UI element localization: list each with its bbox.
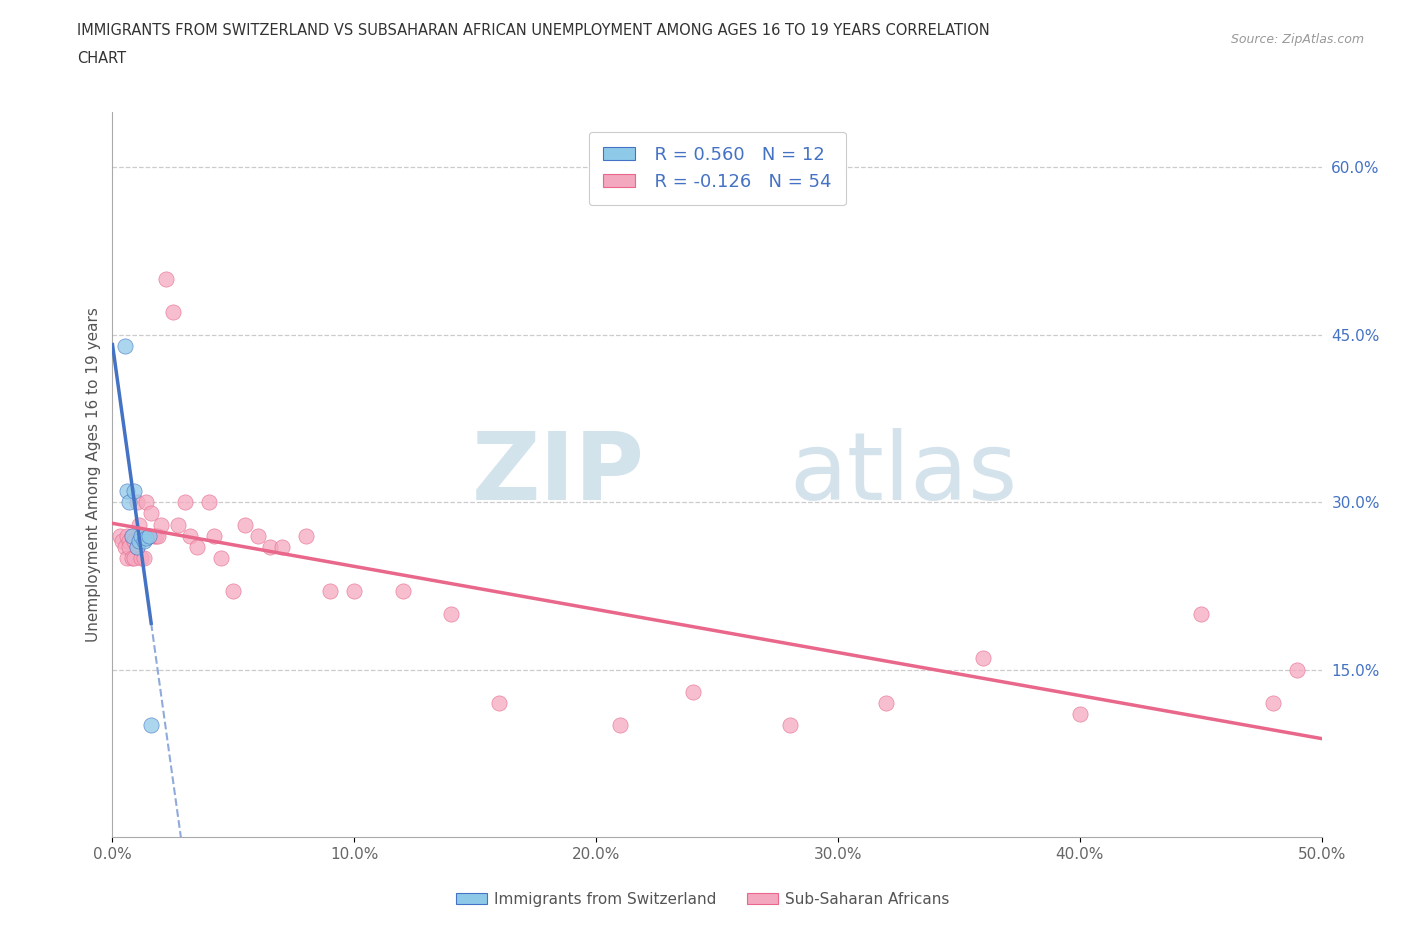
- Point: [135, 495, 157, 510]
- Point: [319, 584, 342, 599]
- Point: [131, 528, 153, 543]
- Legend:   R = 0.560   N = 12,   R = -0.126   N = 54: R = 0.560 N = 12, R = -0.126 N = 54: [589, 131, 845, 206]
- Point: [121, 551, 143, 565]
- Point: [222, 584, 245, 599]
- Point: [1189, 606, 1212, 621]
- Point: [155, 272, 177, 286]
- Point: [162, 305, 184, 320]
- Point: [128, 517, 150, 532]
- Point: [202, 528, 225, 543]
- Point: [259, 539, 281, 554]
- Point: [166, 517, 188, 532]
- Point: [118, 534, 141, 549]
- Point: [115, 551, 138, 565]
- Point: [125, 539, 148, 554]
- Point: [198, 495, 221, 510]
- Point: [295, 528, 318, 543]
- Point: [118, 539, 141, 554]
- Point: [138, 528, 160, 543]
- Text: atlas: atlas: [790, 429, 1018, 520]
- Point: [875, 696, 897, 711]
- Point: [440, 606, 463, 621]
- Point: [132, 528, 155, 543]
- Point: [141, 506, 163, 521]
- Point: [141, 718, 163, 733]
- Point: [142, 528, 165, 543]
- Point: [115, 484, 138, 498]
- Point: [488, 696, 510, 711]
- Text: IMMIGRANTS FROM SWITZERLAND VS SUBSAHARAN AFRICAN UNEMPLOYMENT AMONG AGES 16 TO : IMMIGRANTS FROM SWITZERLAND VS SUBSAHARA…: [77, 23, 990, 38]
- Point: [609, 718, 631, 733]
- Text: ZIP: ZIP: [471, 429, 644, 520]
- Point: [108, 528, 131, 543]
- Point: [391, 584, 413, 599]
- Point: [128, 534, 150, 549]
- Point: [270, 539, 292, 554]
- Point: [118, 495, 141, 510]
- Point: [132, 534, 155, 549]
- Point: [135, 530, 157, 545]
- Y-axis label: Unemployment Among Ages 16 to 19 years: Unemployment Among Ages 16 to 19 years: [86, 307, 101, 642]
- Point: [972, 651, 994, 666]
- Point: [145, 528, 167, 543]
- Text: CHART: CHART: [77, 51, 127, 66]
- Point: [132, 551, 155, 565]
- Point: [246, 528, 269, 543]
- Point: [111, 534, 134, 549]
- Point: [138, 528, 160, 543]
- Point: [186, 539, 208, 554]
- Point: [122, 484, 145, 498]
- Point: [148, 528, 170, 543]
- Point: [235, 517, 257, 532]
- Point: [114, 539, 136, 554]
- Point: [1286, 662, 1309, 677]
- Point: [125, 495, 148, 510]
- Point: [125, 539, 148, 554]
- Point: [121, 528, 143, 543]
- Point: [1069, 707, 1091, 722]
- Point: [174, 495, 197, 510]
- Point: [114, 339, 136, 353]
- Point: [122, 534, 145, 549]
- Point: [131, 551, 153, 565]
- Point: [343, 584, 366, 599]
- Point: [779, 718, 801, 733]
- Point: [179, 528, 201, 543]
- Point: [682, 684, 704, 699]
- Point: [115, 528, 138, 543]
- Legend: Immigrants from Switzerland, Sub-Saharan Africans: Immigrants from Switzerland, Sub-Saharan…: [450, 886, 956, 913]
- Point: [121, 528, 143, 543]
- Point: [128, 534, 150, 549]
- Point: [209, 551, 232, 565]
- Text: Source: ZipAtlas.com: Source: ZipAtlas.com: [1230, 33, 1364, 46]
- Point: [149, 517, 172, 532]
- Point: [122, 551, 145, 565]
- Point: [1263, 696, 1285, 711]
